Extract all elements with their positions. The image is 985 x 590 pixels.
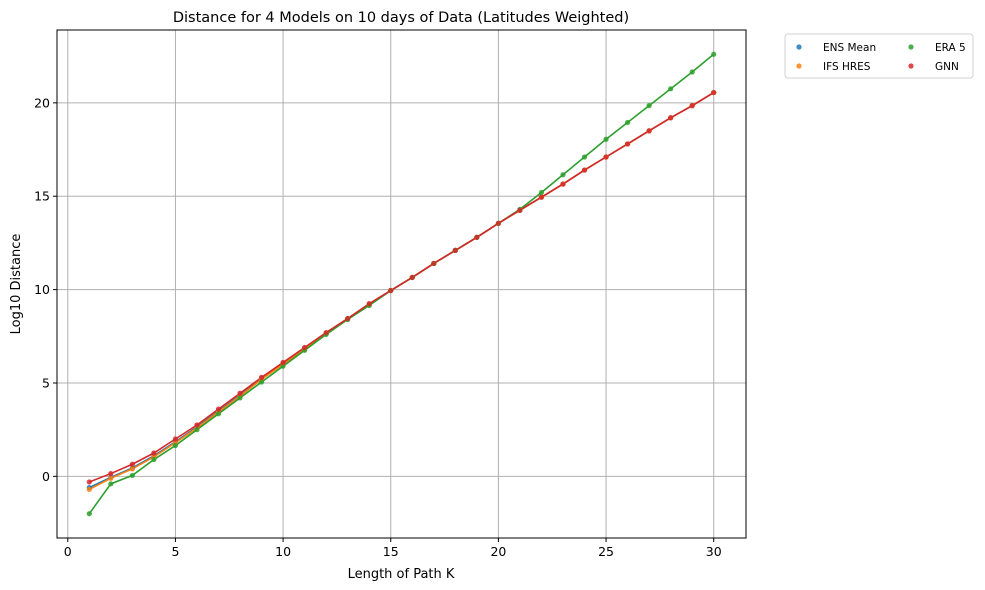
data-point-era-5: [646, 103, 652, 109]
legend-marker-ifs-hres: [796, 63, 802, 69]
data-point-gnn: [215, 406, 222, 412]
legend-label-ens-mean: ENS Mean: [823, 42, 876, 54]
data-point-era-5: [711, 51, 717, 57]
data-point-era-5: [129, 472, 135, 479]
data-point-gnn: [151, 450, 157, 456]
data-point-era-5: [280, 363, 286, 369]
x-tick-label: 20: [490, 544, 506, 559]
series-line-ifs-hres: [88, 91, 715, 491]
data-point-gnn: [280, 359, 286, 366]
legend-marker-era-5: [908, 44, 914, 50]
series-line-gnn: [89, 91, 715, 483]
data-point-ifs-hres: [108, 475, 114, 481]
legend-frame: [784, 33, 974, 79]
legend: ENS Mean IFS HRES ERA 5 GNN: [784, 33, 974, 79]
data-point-gnn: [624, 141, 631, 147]
y-axis-label: Log10 Distance: [9, 234, 24, 335]
data-point-gnn: [86, 479, 92, 485]
x-tick-label: 15: [383, 544, 399, 559]
data-point-gnn: [517, 207, 523, 213]
data-point-gnn: [108, 470, 114, 477]
data-point-era-5: [172, 442, 179, 449]
y-tick-label: 0: [42, 469, 50, 484]
data-point-ifs-hres: [129, 466, 135, 472]
y-tick-label: 20: [34, 95, 50, 110]
chart-title: Distance for 4 Models on 10 days of Data…: [173, 10, 629, 26]
data-point-era-5: [581, 154, 588, 160]
y-tick-label: 10: [34, 282, 50, 297]
data-point-gnn: [560, 181, 566, 187]
data-point-gnn: [323, 329, 329, 336]
y-axis: 0 5 10 15 20: [34, 95, 57, 484]
data-point-gnn: [345, 315, 351, 322]
gridlines: [57, 30, 746, 538]
data-point-gnn: [668, 115, 674, 121]
data-point-era-5: [237, 395, 243, 401]
data-point-era-5: [258, 379, 265, 385]
legend-label-gnn: GNN: [935, 61, 959, 73]
x-tick-label: 30: [706, 544, 722, 559]
data-point-era-5: [86, 511, 92, 517]
data-point-era-5: [624, 119, 631, 126]
x-tick-label: 10: [275, 544, 291, 559]
legend-label-ifs-hres: IFS HRES: [823, 61, 871, 73]
x-axis: 0 5 10 15 20 25 30: [64, 538, 722, 559]
data-point-gnn: [452, 247, 458, 253]
data-point-gnn: [258, 374, 265, 380]
data-point-era-5: [689, 69, 695, 75]
data-point-era-5: [538, 189, 545, 196]
data-point-era-5: [151, 456, 157, 463]
data-point-era-5: [668, 86, 674, 92]
data-point-gnn: [689, 103, 695, 109]
data-point-gnn: [538, 194, 545, 200]
data-point-gnn: [409, 274, 415, 281]
data-point-gnn: [581, 167, 588, 173]
x-tick-label: 5: [171, 544, 179, 559]
data-point-era-5: [215, 411, 222, 417]
data-point-era-5: [108, 481, 114, 487]
data-point-gnn: [711, 89, 717, 96]
legend-marker-ens-mean: [796, 44, 802, 50]
data-point-gnn: [302, 344, 308, 351]
data-point-gnn: [646, 128, 652, 134]
data-point-gnn: [474, 234, 480, 240]
data-point-gnn: [129, 461, 135, 467]
data-point-gnn: [495, 220, 501, 226]
x-tick-label: 25: [598, 544, 614, 559]
data-point-era-5: [603, 136, 609, 142]
data-point-gnn: [237, 390, 243, 396]
series-lines: [88, 53, 715, 515]
legend-marker-gnn: [908, 63, 914, 69]
data-point-era-5: [194, 427, 200, 433]
legend-label-era-5: ERA 5: [935, 42, 966, 54]
data-point-gnn: [388, 287, 394, 294]
plot-frame: [56, 29, 747, 539]
data-point-gnn: [431, 260, 437, 267]
data-point-era-5: [560, 172, 566, 178]
x-axis-label: Length of Path K: [348, 567, 455, 582]
x-tick-label: 0: [64, 544, 72, 559]
y-tick-label: 15: [34, 189, 50, 204]
data-point-gnn: [194, 422, 200, 428]
data-point-gnn: [366, 301, 372, 307]
data-point-ifs-hres: [86, 486, 92, 493]
y-tick-label: 5: [42, 375, 50, 390]
data-point-gnn: [603, 154, 609, 160]
data-point-gnn: [172, 436, 179, 442]
series-points: [86, 51, 717, 517]
